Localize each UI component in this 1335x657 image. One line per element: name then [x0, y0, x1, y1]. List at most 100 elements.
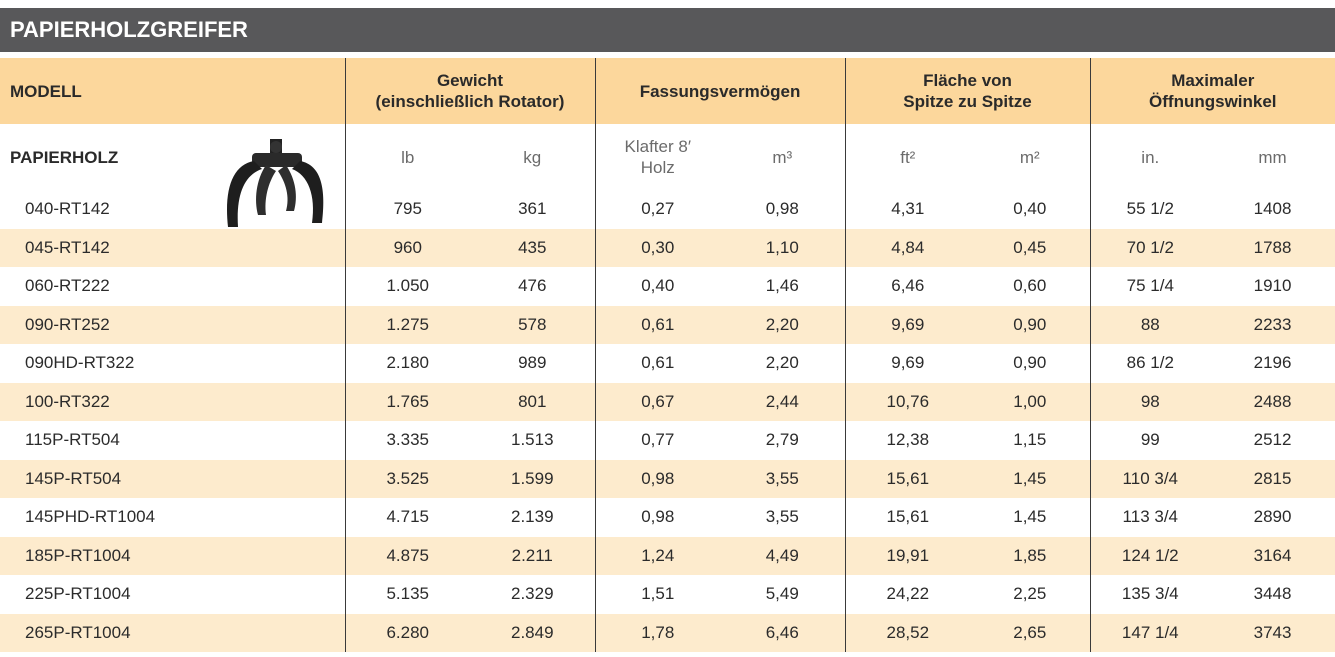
value-cell: 1,24 [595, 537, 720, 576]
value-cell: 75 1/4 [1090, 267, 1210, 306]
value-cell: 3164 [1210, 537, 1335, 576]
unit-header: m² [970, 124, 1090, 190]
value-cell: 6,46 [720, 614, 845, 653]
value-cell: 5,49 [720, 575, 845, 614]
value-cell: 0,67 [595, 383, 720, 422]
value-cell: 1788 [1210, 229, 1335, 268]
value-cell: 113 3/4 [1090, 498, 1210, 537]
value-cell: 2512 [1210, 421, 1335, 460]
value-cell: 2.849 [470, 614, 595, 653]
model-cell: 185P-RT1004 [0, 537, 345, 576]
value-cell: 0,60 [970, 267, 1090, 306]
value-cell: 435 [470, 229, 595, 268]
value-cell: 2233 [1210, 306, 1335, 345]
value-cell: 1,85 [970, 537, 1090, 576]
value-cell: 4.875 [345, 537, 470, 576]
value-cell: 0,61 [595, 344, 720, 383]
table-title: PAPIERHOLZGREIFER [0, 8, 1335, 52]
value-cell: 0,40 [595, 267, 720, 306]
value-cell: 1,15 [970, 421, 1090, 460]
value-cell: 3,55 [720, 498, 845, 537]
value-cell: 361 [470, 190, 595, 229]
value-cell: 0,40 [970, 190, 1090, 229]
model-cell: 115P-RT504 [0, 421, 345, 460]
value-cell: 70 1/2 [1090, 229, 1210, 268]
unit-header: m³ [720, 124, 845, 190]
value-cell: 2890 [1210, 498, 1335, 537]
value-cell: 0,30 [595, 229, 720, 268]
value-cell: 2196 [1210, 344, 1335, 383]
value-cell: 4.715 [345, 498, 470, 537]
value-cell: 3.335 [345, 421, 470, 460]
value-cell: 476 [470, 267, 595, 306]
grapple-image [222, 135, 327, 230]
value-cell: 1,46 [720, 267, 845, 306]
value-cell: 2.211 [470, 537, 595, 576]
value-cell: 2.329 [470, 575, 595, 614]
value-cell: 135 3/4 [1090, 575, 1210, 614]
model-cell: 145P-RT504 [0, 460, 345, 499]
column-header: MODELL [0, 58, 345, 124]
page: PAPIERHOLZGREIFER MODELLGewicht (einschl… [0, 0, 1335, 657]
value-cell: 15,61 [845, 498, 970, 537]
value-cell: 88 [1090, 306, 1210, 345]
value-cell: 24,22 [845, 575, 970, 614]
value-cell: 10,76 [845, 383, 970, 422]
value-cell: 0,98 [720, 190, 845, 229]
value-cell: 0,98 [595, 498, 720, 537]
model-cell: 060-RT222 [0, 267, 345, 306]
value-cell: 2.139 [470, 498, 595, 537]
value-cell: 15,61 [845, 460, 970, 499]
value-cell: 110 3/4 [1090, 460, 1210, 499]
value-cell: 0,90 [970, 344, 1090, 383]
value-cell: 9,69 [845, 344, 970, 383]
value-cell: 578 [470, 306, 595, 345]
value-cell: 2,79 [720, 421, 845, 460]
value-cell: 1,10 [720, 229, 845, 268]
unit-header: mm [1210, 124, 1335, 190]
value-cell: 3.525 [345, 460, 470, 499]
value-cell: 1.599 [470, 460, 595, 499]
unit-header: kg [470, 124, 595, 190]
model-cell: 100-RT322 [0, 383, 345, 422]
value-cell: 2,44 [720, 383, 845, 422]
value-cell: 28,52 [845, 614, 970, 653]
group-header: Fassungsvermögen [595, 58, 845, 124]
value-cell: 19,91 [845, 537, 970, 576]
group-header: Maximaler Öffnungswinkel [1090, 58, 1335, 124]
value-cell: 86 1/2 [1090, 344, 1210, 383]
value-cell: 1,51 [595, 575, 720, 614]
unit-header: Klafter 8′ Holz [595, 124, 720, 190]
spec-table: MODELLGewicht (einschließlich Rotator)Fa… [0, 58, 1335, 652]
value-cell: 4,84 [845, 229, 970, 268]
value-cell: 2.180 [345, 344, 470, 383]
value-cell: 1,45 [970, 460, 1090, 499]
value-cell: 3743 [1210, 614, 1335, 653]
value-cell: 795 [345, 190, 470, 229]
value-cell: 0,77 [595, 421, 720, 460]
model-cell: 265P-RT1004 [0, 614, 345, 653]
value-cell: 9,69 [845, 306, 970, 345]
unit-header: lb [345, 124, 470, 190]
value-cell: 0,61 [595, 306, 720, 345]
value-cell: 2815 [1210, 460, 1335, 499]
value-cell: 147 1/4 [1090, 614, 1210, 653]
value-cell: 55 1/2 [1090, 190, 1210, 229]
value-cell: 989 [470, 344, 595, 383]
value-cell: 0,90 [970, 306, 1090, 345]
value-cell: 3448 [1210, 575, 1335, 614]
value-cell: 99 [1090, 421, 1210, 460]
value-cell: 2,20 [720, 344, 845, 383]
value-cell: 1,45 [970, 498, 1090, 537]
value-cell: 2,25 [970, 575, 1090, 614]
value-cell: 2,20 [720, 306, 845, 345]
data-row: 090-RT2521.2755780,612,209,690,90882233 [0, 306, 1335, 345]
unit-header: ft² [845, 124, 970, 190]
